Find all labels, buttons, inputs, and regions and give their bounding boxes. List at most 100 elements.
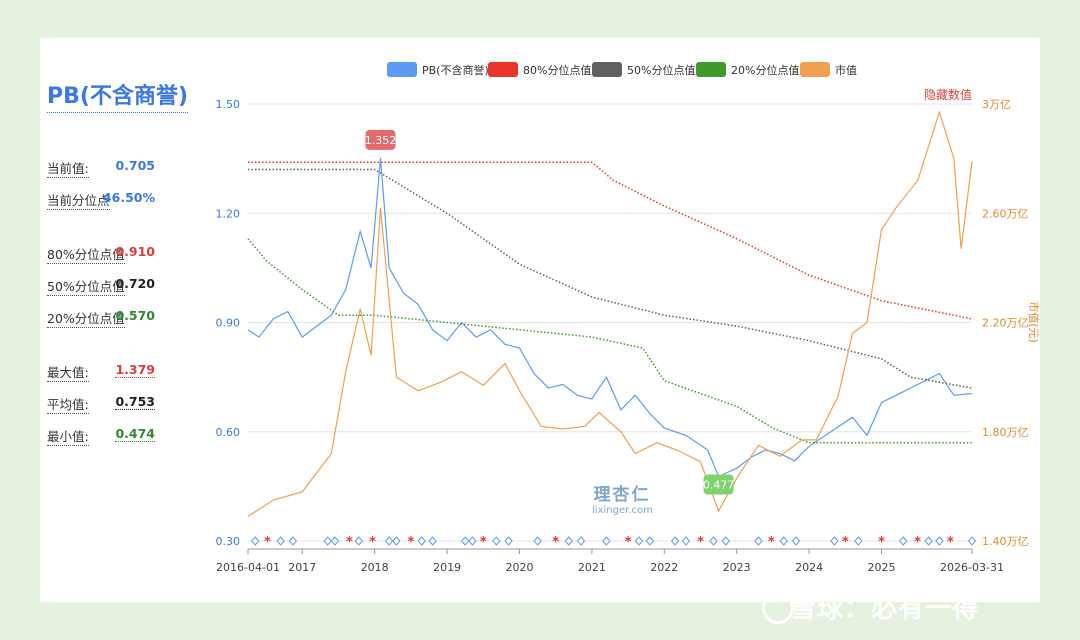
event-diamond-marker	[967, 536, 977, 546]
legend-label: 80%分位点值	[523, 63, 591, 77]
event-star-marker: *	[697, 535, 704, 550]
stat-label[interactable]: 50%分位点值	[47, 276, 125, 296]
stat-label[interactable]: 当前分位点	[47, 190, 110, 210]
event-diamond-marker	[634, 536, 644, 546]
x-tick-label: 2025	[868, 561, 896, 574]
event-star-marker: *	[914, 535, 921, 550]
event-star-marker: *	[878, 535, 885, 550]
event-star-marker: *	[842, 535, 849, 550]
event-diamond-marker	[899, 536, 908, 546]
y-right-axis-title: 市值(元)	[1027, 301, 1041, 343]
xueqiu-logo-icon	[762, 592, 794, 624]
stat-value: 1.379	[115, 362, 155, 378]
stat-row: 当前值: 0.705	[47, 158, 155, 178]
event-diamond-marker	[564, 536, 573, 546]
x-tick-label: 2022	[650, 561, 678, 574]
y-left-tick-label: 0.60	[216, 426, 241, 439]
value-callout-label: 1.352	[365, 134, 397, 147]
series-line-p50	[248, 168, 973, 389]
y-left-tick-label: 0.90	[216, 317, 241, 330]
stat-value: 0.474	[115, 426, 155, 442]
legend-label: 20%分位点值	[731, 63, 799, 77]
event-diamond-marker	[791, 536, 801, 546]
value-callout-box	[365, 129, 396, 150]
series-line-p80	[248, 161, 973, 320]
event-star-marker: *	[480, 535, 487, 550]
event-diamond-marker	[385, 536, 394, 546]
stat-value: 0.570	[115, 308, 155, 323]
legend-swatch	[800, 62, 830, 77]
metric-title[interactable]: PB(不含商誉)	[47, 78, 189, 113]
series-line-p20	[247, 238, 972, 444]
event-star-marker: *	[625, 535, 632, 550]
value-callout-label: 0.477	[703, 479, 735, 492]
event-star-marker: *	[768, 535, 775, 550]
watermark-logo-cn: 理杏仁	[593, 485, 651, 505]
y-right-tick-label: 2.20万亿	[982, 317, 1029, 330]
legend-label: PB(不含商誉)	[422, 63, 489, 77]
x-tick-label: 2018	[361, 561, 389, 574]
event-star-marker: *	[407, 535, 414, 550]
site-watermark: 雪球：必有一得	[790, 594, 980, 624]
stat-label: 最大值:	[47, 362, 89, 382]
stat-row: 最小值: 0.474	[47, 426, 155, 446]
event-diamond-marker	[251, 536, 260, 546]
stat-row: 80%分位点值 0.910	[47, 244, 155, 264]
legend-label: 50%分位点值	[627, 63, 695, 77]
event-diamond-marker	[779, 536, 788, 546]
series-line-pb	[247, 157, 973, 478]
stat-row: 平均值: 0.753	[47, 394, 155, 414]
stat-label[interactable]: 20%分位点值	[47, 308, 125, 328]
event-diamond-marker	[830, 536, 839, 546]
x-tick-label: 2026-03-31	[940, 561, 1004, 574]
legend-swatch	[696, 62, 726, 77]
legend-swatch	[592, 62, 622, 77]
event-diamond-marker	[492, 536, 501, 546]
stat-value: 0.910	[115, 244, 155, 259]
y-left-tick-label: 1.50	[216, 98, 241, 111]
stat-label[interactable]: 80%分位点值	[47, 244, 125, 264]
event-diamond-marker	[392, 536, 401, 546]
event-diamond-marker	[670, 536, 680, 546]
event-star-marker: *	[264, 535, 271, 550]
stat-row: 当前分位点 46.50%	[47, 190, 155, 210]
event-diamond-marker	[709, 536, 718, 546]
legend-label: 市值	[835, 63, 857, 77]
event-diamond-marker	[461, 536, 470, 546]
event-diamond-marker	[330, 536, 340, 546]
event-diamond-marker	[428, 536, 437, 546]
legend-swatch	[488, 62, 518, 77]
event-diamond-marker	[602, 536, 611, 546]
event-diamond-marker	[576, 536, 586, 546]
stat-row: 20%分位点值 0.570	[47, 308, 155, 328]
hide-values-toggle[interactable]: 隐藏数值	[924, 87, 972, 102]
x-tick-label: 2017	[288, 561, 316, 574]
y-left-tick-label: 0.30	[216, 535, 241, 548]
lixinger-watermark: 理杏仁 lixinger.com	[592, 480, 653, 516]
event-diamond-marker	[417, 536, 426, 546]
y-right-tick-label: 1.80万亿	[982, 426, 1029, 439]
event-diamond-marker	[533, 536, 542, 546]
event-star-marker: *	[346, 535, 353, 550]
event-diamond-marker	[645, 536, 654, 546]
event-diamond-marker	[924, 536, 933, 546]
stat-value: 0.705	[115, 158, 155, 173]
y-right-tick-label: 3万亿	[982, 98, 1011, 111]
stat-row: 最大值: 1.379	[47, 362, 155, 382]
series-line-market-cap	[247, 110, 973, 517]
event-diamond-marker	[323, 536, 332, 546]
event-diamond-marker	[468, 536, 477, 546]
event-diamond-marker	[276, 536, 285, 546]
x-tick-label: 2021	[578, 561, 606, 574]
chart-card	[40, 38, 1040, 602]
x-tick-label: 2019	[433, 561, 461, 574]
y-right-tick-label: 2.60万亿	[982, 207, 1029, 220]
y-left-tick-label: 1.20	[216, 207, 241, 220]
x-tick-label: 2023	[723, 561, 751, 574]
watermark-logo-en: lixinger.com	[592, 505, 653, 516]
stat-label: 平均值:	[47, 394, 89, 414]
event-diamond-marker	[935, 536, 944, 546]
y-right-tick-label: 1.40万亿	[982, 535, 1029, 548]
stat-label: 当前值:	[47, 158, 89, 178]
